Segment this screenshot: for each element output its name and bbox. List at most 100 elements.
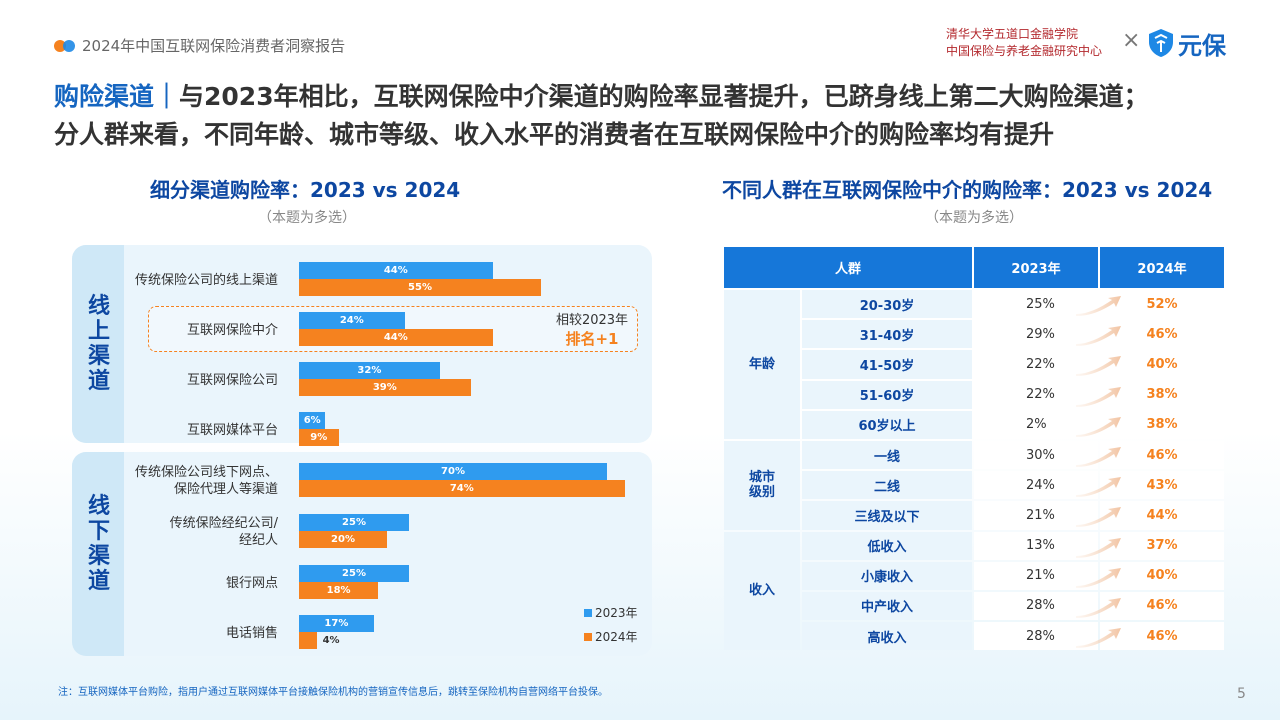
demographic-table: 人群 2023年 2024年 年龄 20-30岁 25% 52% 31-40岁 29% 46… <box>722 245 1226 652</box>
report-title: 2024年中国互联网保险消费者洞察报告 <box>82 37 346 55</box>
bar-2024: 20% <box>299 531 387 548</box>
legend-item-2024: 2024年 <box>584 628 638 645</box>
footnote: 注：互联网媒体平台购险，指用户通过互联网媒体平台接触保险机构的营销宣传信息后，跳… <box>58 687 608 698</box>
row-label: 小康收入 <box>802 561 972 590</box>
category-label-line: 互联网保险公司 <box>186 372 278 388</box>
value-2023: 28% <box>974 622 1121 651</box>
header-group: 人群 <box>724 247 972 288</box>
value-2024: 46% <box>1100 320 1224 349</box>
category-label-line: 互联网保险中介 <box>186 322 278 338</box>
bar-2023: 6% <box>299 412 326 429</box>
headline-accent: 购险渠道｜ <box>54 82 180 111</box>
table-row: 60岁以上 2% 38% <box>724 410 1224 439</box>
increase-arrow-icon <box>1076 597 1121 618</box>
row-label: 31-40岁 <box>802 320 972 349</box>
category-label: 互联网媒体平台 <box>187 422 278 439</box>
table-row: 51-60岁 22% 38% <box>724 380 1224 409</box>
table-row: 31-40岁 29% 46% <box>724 320 1224 349</box>
header-2024: 2024年 <box>1100 247 1224 288</box>
offline-label-char: 渠 <box>87 544 110 569</box>
table-row: 年龄 20-30岁 25% 52% <box>724 290 1224 439</box>
value-2024: 37% <box>1100 531 1224 560</box>
right-table-title: 不同人群在互联网保险中介的购险率：2023 vs 2024 <box>722 178 1213 202</box>
headline-line-1: 与2023年相比，互联网保险中介渠道的购险率显著提升，已跻身线上第二大购险渠道； <box>179 82 1149 111</box>
category-label: 电话销售 <box>226 625 278 642</box>
bar-2023: 25% <box>299 514 409 531</box>
online-side-band <box>72 245 124 443</box>
value-2023: 21% <box>974 501 1121 530</box>
row-label: 41-50岁 <box>802 350 972 379</box>
legend-label: 2024年 <box>595 630 638 644</box>
shield-logo-icon <box>1149 29 1173 57</box>
increase-arrow-icon <box>1076 567 1121 588</box>
category-label-line: 传统保险经纪公司/ <box>169 516 278 531</box>
row-label: 低收入 <box>802 531 972 560</box>
row-label: 中产收入 <box>802 591 972 621</box>
headline-line-2: 分人群来看，不同年龄、城市等级、收入水平的消费者在互联网保险中介的购险率均有提升 <box>54 120 1055 149</box>
table-row: 41-50岁 22% 40% <box>724 350 1224 379</box>
table-row: 三线及以下 21% 44% <box>724 501 1224 530</box>
increase-arrow-icon <box>1076 628 1121 649</box>
online-label-char: 上 <box>87 319 110 344</box>
bar-2023: 32% <box>299 362 440 379</box>
partner-line-2: 中国保险与养老金融研究中心 <box>946 44 1103 58</box>
bar-2024: 74% <box>299 480 625 497</box>
bar-2023: 17% <box>299 615 374 632</box>
row-label: 20-30岁 <box>802 290 972 319</box>
offline-group-label: 线 下 渠 道 <box>84 494 114 594</box>
increase-arrow-icon <box>1076 416 1121 437</box>
value-2023: 22% <box>974 350 1121 379</box>
bar-2023: 70% <box>299 463 607 480</box>
value-2023: 29% <box>974 320 1121 349</box>
left-chart-title: 细分渠道购险率：2023 vs 2024 <box>150 178 461 202</box>
increase-arrow-icon <box>1076 386 1121 407</box>
bar-2024: 55% <box>299 279 541 296</box>
category-label-line: 保险代理人等渠道 <box>173 482 278 497</box>
category-label-line: 传统保险公司的线上渠道 <box>134 272 278 288</box>
value-2024: 44% <box>1100 501 1224 530</box>
table-row: 高收入 28% 46% <box>724 622 1224 651</box>
bar-value-label: 4% <box>322 635 340 646</box>
row-label: 高收入 <box>802 622 972 651</box>
value-2023: 2% <box>974 410 1121 439</box>
rank-note-line-2: 排名+1 <box>565 330 619 348</box>
rank-note-line-1: 相较2023年 <box>555 313 629 328</box>
category-label: 银行网点 <box>226 575 278 592</box>
value-2023: 22% <box>974 380 1121 409</box>
bar-2024: 39% <box>299 379 471 396</box>
partner-line-1: 清华大学五道口金融学院 <box>946 27 1079 41</box>
value-2023: 21% <box>974 561 1121 590</box>
row-label: 三线及以下 <box>802 501 972 530</box>
legend-swatch-icon <box>584 609 592 617</box>
bar-2024: 18% <box>299 582 379 599</box>
bar-2024: 9% <box>299 429 339 446</box>
left-chart-subtitle: （本题为多选） <box>258 210 356 226</box>
offline-side-band <box>72 452 124 656</box>
bar-2023: 25% <box>299 565 409 582</box>
table-row: 收入 低收入 13% 37% <box>724 531 1224 651</box>
right-table-subtitle: （本题为多选） <box>925 210 1023 226</box>
category-label: 互联网保险公司 <box>187 372 278 389</box>
bar-2024 <box>299 632 317 649</box>
value-2024: 38% <box>1100 380 1224 409</box>
header-dots-icon <box>54 40 78 52</box>
page-headline: 购险渠道｜与2023年相比，互联网保险中介渠道的购险率显著提升，已跻身线上第二大… <box>54 78 1244 154</box>
offline-label-char: 道 <box>87 569 110 594</box>
online-label-char: 渠 <box>87 344 110 369</box>
rank-change-note: 相较2023年 排名+1 <box>552 312 632 348</box>
category-label-line: 经纪人 <box>238 533 278 548</box>
online-label-char: 道 <box>87 369 110 394</box>
category-label-line: 电话销售 <box>225 625 278 641</box>
category-label-line: 互联网媒体平台 <box>186 422 278 438</box>
bar-2023: 24% <box>299 312 405 329</box>
increase-arrow-icon <box>1076 356 1121 377</box>
row-label: 60岁以上 <box>802 410 972 439</box>
increase-arrow-icon <box>1076 507 1121 528</box>
value-2024: 46% <box>1100 440 1224 470</box>
partner-name: 清华大学五道口金融学院 中国保险与养老金融研究中心 <box>946 26 1102 60</box>
table-row: 小康收入 21% 40% <box>724 561 1224 590</box>
row-label: 二线 <box>802 471 972 500</box>
header-2023: 2023年 <box>974 247 1098 288</box>
value-2023: 24% <box>974 471 1121 500</box>
value-2023: 30% <box>974 440 1121 470</box>
